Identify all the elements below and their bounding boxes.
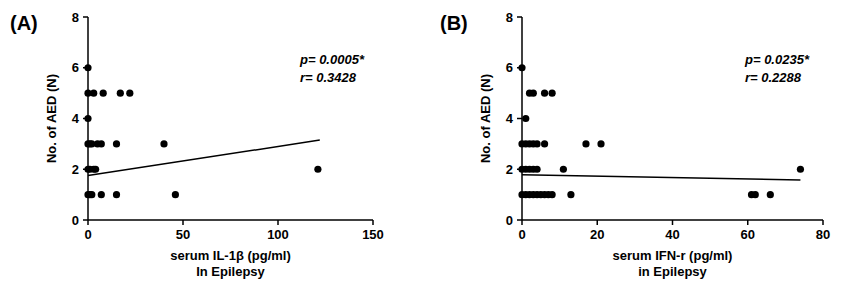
panel-label: (B) [440,12,468,34]
panel: (A) 0 2 4 6 8 0 50 100 150 No. of AED (N) serum IL-… [10,10,384,280]
x-tick-label: 50 [176,227,190,242]
y-tick-label: 0 [506,213,513,228]
x-tick [521,220,523,225]
data-point [549,191,556,198]
x-tick [277,220,279,225]
data-point [582,140,589,147]
y-tick [83,16,88,18]
panel-label: (A) [10,12,38,34]
data-point [100,90,107,97]
y-tick-label: 4 [72,111,80,126]
x-axis-label: serum IFN-r (pg/ml)in Epilepsy [613,248,733,279]
annotation: r= 0.3428 [300,70,357,85]
figure: (A)02468050100150No. of AED (N)serum IL-… [0,0,855,292]
y-tick-label: 2 [72,162,79,177]
y-tick-label: 4 [506,111,514,126]
x-tick-label: 80 [816,227,830,242]
panel: (B)02468020406080No. of AED (N)serum IFN… [440,10,830,280]
data-point [172,191,179,198]
x-tick [597,220,599,225]
data-point [549,90,556,97]
x-tick [747,220,749,225]
x-tick-label: 150 [362,227,384,242]
plot-area [84,64,321,198]
x-axis-label-line: serum IFN-r (pg/ml) [613,248,733,263]
data-point [530,90,537,97]
y-tick-label: 6 [506,60,513,75]
data-point [533,166,540,173]
y-tick-label: 8 [72,10,79,25]
annotation: p= 0.0005* [299,52,365,67]
data-point [88,191,95,198]
plot-area [518,64,804,198]
data-point [541,140,548,147]
data-point [560,166,567,173]
y-axis-label: No. of AED (N) [44,74,59,163]
x-tick-label: 0 [518,227,525,242]
y-tick-label: 2 [506,162,513,177]
data-point [567,191,574,198]
data-point [522,115,529,122]
data-point [90,90,97,97]
data-point [98,140,105,147]
data-point [92,166,99,173]
data-point [84,115,91,122]
y-axis-label: No. of AED (N) [478,74,493,163]
data-point [117,90,124,97]
x-tick-label: 100 [267,227,289,242]
x-tick [672,220,674,225]
annotation: p= 0.0235* [744,52,810,67]
data-point [752,191,759,198]
trend-line [522,175,800,180]
data-point [113,191,120,198]
data-point [797,166,804,173]
x-tick-label: 20 [590,227,604,242]
x-tick-label: 0 [84,227,91,242]
x-tick-label: 40 [665,227,679,242]
data-point [113,140,120,147]
data-point [84,64,91,71]
data-point [767,191,774,198]
x-axis-label: serum IL-1β (pg/ml)In Epilepsy [170,248,291,279]
y-tick [517,16,522,18]
data-point [98,191,105,198]
annotation: r= 0.2288 [745,70,802,85]
x-tick-label: 60 [741,227,755,242]
data-point [518,64,525,71]
data-point [160,140,167,147]
data-point [597,140,604,147]
data-point [126,90,133,97]
x-axis-label-line: In Epilepsy [196,264,265,279]
y-tick [517,118,522,120]
y-tick-label: 0 [72,213,79,228]
x-tick [182,220,184,225]
data-point [541,90,548,97]
x-axis-label-line: serum IL-1β (pg/ml) [170,248,291,263]
x-tick [372,220,374,225]
y-tick-label: 8 [506,10,513,25]
y-tick-label: 6 [72,60,79,75]
x-tick [87,220,89,225]
x-axis-label-line: in Epilepsy [638,264,707,279]
trend-line [88,140,320,176]
data-point [533,140,540,147]
x-tick [822,220,824,225]
data-point [314,166,321,173]
x-axis [88,219,373,221]
